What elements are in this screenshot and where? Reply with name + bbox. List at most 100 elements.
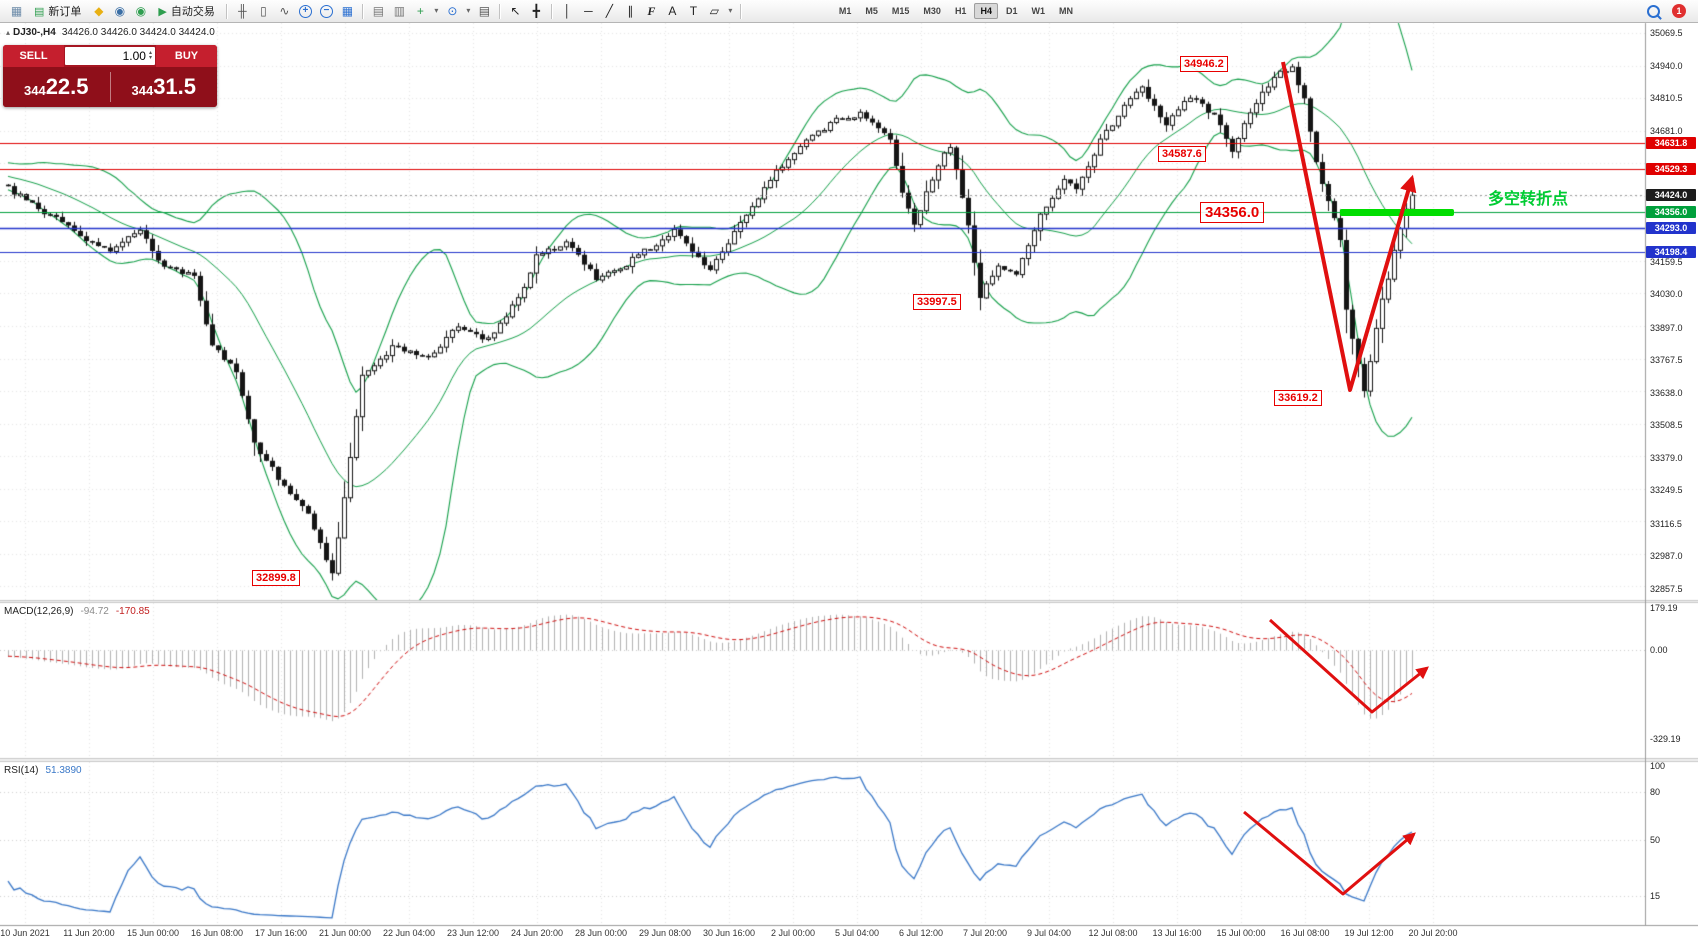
community-icon-glyph: ◉ <box>135 4 147 18</box>
macd-main-value: -94.72 <box>80 606 109 617</box>
price-axis-tick: 32987.0 <box>1650 551 1683 562</box>
timeframe-m5[interactable]: M5 <box>865 6 878 16</box>
timeframe-h4[interactable]: H4 <box>974 3 998 19</box>
tile-windows-icon[interactable]: ▦ <box>338 2 357 21</box>
cursor-icon[interactable]: ↖ <box>506 2 525 21</box>
fibonacci-icon[interactable]: F <box>642 2 661 21</box>
community-icon[interactable]: ◉ <box>131 2 150 21</box>
cursor-icon-glyph: ↖ <box>510 4 521 18</box>
toolbar-separator <box>225 3 228 19</box>
chart-properties-icon-glyph: ▤ <box>478 4 491 18</box>
accounts-icon[interactable]: ◉ <box>110 2 129 21</box>
dropdown-caret-icon[interactable]: ▾ <box>432 2 441 21</box>
price-axis-tick: 33638.0 <box>1650 387 1683 398</box>
new-order-icon: ▤ <box>34 5 45 18</box>
price-annotation-label[interactable]: 34946.2 <box>1180 55 1228 72</box>
macd-axis-label: 179.19 <box>1650 603 1678 613</box>
cascade-windows-icon[interactable]: ▤ <box>369 2 388 21</box>
crosshair-icon[interactable]: ╋ <box>527 2 546 21</box>
time-axis-label: 12 Jul 08:00 <box>1088 928 1138 938</box>
volume-spinner[interactable]: ▴ ▾ <box>148 50 152 61</box>
notification-badge[interactable]: 1 <box>1672 4 1686 18</box>
text-label-icon[interactable]: T <box>684 2 703 21</box>
symbol-marker-icon: ▴ <box>6 28 11 37</box>
macd-axis-label: 0.00 <box>1650 645 1668 655</box>
timeframe-m1[interactable]: M1 <box>838 6 852 16</box>
turning-point-label[interactable]: 多空转折点 <box>1488 191 1569 208</box>
price-annotation-label[interactable]: 34587.6 <box>1158 146 1206 163</box>
new-order-button[interactable]: ▤ 新订单 <box>28 2 87 21</box>
ohlc-values: 34426.0 34426.0 34424.0 34424.0 <box>61 27 215 38</box>
panel-divider <box>109 72 111 102</box>
timeframe-w1[interactable]: W1 <box>1031 6 1045 16</box>
dropdown-caret-icon-glyph: ▾ <box>434 6 439 15</box>
dropdown-caret-icon-glyph: ▾ <box>466 6 471 15</box>
timeframe-h1[interactable]: H1 <box>954 6 967 16</box>
zoom-in-icon[interactable]: + <box>296 2 315 21</box>
rsi-axis-label: 15 <box>1650 891 1661 901</box>
symbol-period-label: DJ30-,H4 <box>13 27 56 38</box>
time-axis-label: 7 Jul 20:00 <box>962 928 1008 938</box>
line-chart-icon[interactable]: ∿ <box>275 2 294 21</box>
price-annotation-label[interactable]: 33997.5 <box>913 294 961 311</box>
time-axis-label: 23 Jun 12:00 <box>446 928 500 938</box>
time-axis-label: 19 Jul 12:00 <box>1344 928 1394 938</box>
chart-window-icon[interactable]: ▦ <box>7 2 26 21</box>
time-axis-label: 16 Jun 08:00 <box>190 928 244 938</box>
price-annotation-label[interactable]: 33619.2 <box>1274 389 1322 406</box>
chart-ohlc-info: ▴ DJ30-,H4 34426.0 34426.0 34424.0 34424.0 <box>6 27 215 38</box>
timeframe-m15[interactable]: M15 <box>891 6 910 16</box>
price-axis-tick: 33767.5 <box>1650 355 1683 366</box>
timeframe-m30[interactable]: M30 <box>923 6 941 16</box>
new-window-icon-glyph: + <box>416 4 424 18</box>
price-axis-tick: 33508.5 <box>1650 420 1683 431</box>
timeframe-mn[interactable]: MN <box>1058 6 1073 16</box>
volume-input[interactable]: 1.00 ▴ ▾ <box>65 47 155 65</box>
rsi-indicator-header: RSI(14) 51.3890 <box>4 765 82 776</box>
toolbar-separator <box>498 3 501 19</box>
price-annotation-label[interactable]: 32899.8 <box>252 570 300 587</box>
arrange-windows-icon[interactable]: ▥ <box>390 2 409 21</box>
buy-button[interactable]: BUY <box>156 45 217 67</box>
search-icon[interactable] <box>1644 2 1663 21</box>
horizontal-line-icon[interactable]: ─ <box>579 2 598 21</box>
macd-indicator-header: MACD(12,26,9) -94.72 -170.85 <box>4 606 150 617</box>
volume-up-icon[interactable]: ▴ <box>148 50 152 56</box>
rsi-value: 51.3890 <box>45 765 82 776</box>
price-axis-tick: 34681.0 <box>1650 125 1683 136</box>
price-axis-tick: 35069.5 <box>1650 28 1683 38</box>
chart-window-icon-glyph: ▦ <box>10 4 23 18</box>
new-window-icon[interactable]: + <box>411 2 430 21</box>
sell-button[interactable]: SELL <box>3 45 64 67</box>
macd-axis-label: -329.19 <box>1650 733 1681 744</box>
price-axis-tick: 33379.0 <box>1650 452 1683 463</box>
text-icon[interactable]: A <box>663 2 682 21</box>
vertical-line-icon-glyph: │ <box>563 4 572 18</box>
timeframe-group: M1 M5 M15 M30 H1 H4 D1 W1 MN <box>832 3 1080 19</box>
auto-trading-label: 自动交易 <box>170 6 215 18</box>
timeframe-d1[interactable]: D1 <box>1005 6 1018 16</box>
time-axis-label: 21 Jun 00:00 <box>318 928 372 938</box>
candlestick-chart-icon[interactable]: ▯ <box>254 2 273 21</box>
shapes-icon-glyph: ▱ <box>709 4 719 18</box>
price-annotation-label[interactable]: 34356.0 <box>1200 202 1265 224</box>
candlestick-chart-icon-glyph: ▯ <box>260 4 267 18</box>
history-center-icon[interactable]: ◆ <box>89 2 108 21</box>
auto-trading-icon: ▶ <box>158 5 167 18</box>
chart-properties-icon[interactable]: ▤ <box>475 2 494 21</box>
auto-trading-button[interactable]: ▶ 自动交易 <box>152 2 220 21</box>
vertical-line-icon[interactable]: │ <box>558 2 577 21</box>
shapes-icon[interactable]: ▱ <box>705 2 724 21</box>
bar-chart-icon[interactable]: ╫ <box>233 2 252 21</box>
dropdown-caret-icon[interactable]: ▾ <box>726 2 735 21</box>
time-axis-label: 17 Jun 16:00 <box>254 928 308 938</box>
support-highlight-bar[interactable] <box>1340 209 1454 217</box>
channel-icon[interactable]: ∥ <box>621 2 640 21</box>
time-period-icon[interactable]: ⊙ <box>443 2 462 21</box>
trendline-icon[interactable]: ╱ <box>600 2 619 21</box>
zoom-out-icon[interactable]: − <box>317 2 336 21</box>
dropdown-caret-icon[interactable]: ▾ <box>464 2 473 21</box>
volume-down-icon[interactable]: ▾ <box>148 55 152 61</box>
zoom-in-icon-glyph: + <box>298 4 312 18</box>
